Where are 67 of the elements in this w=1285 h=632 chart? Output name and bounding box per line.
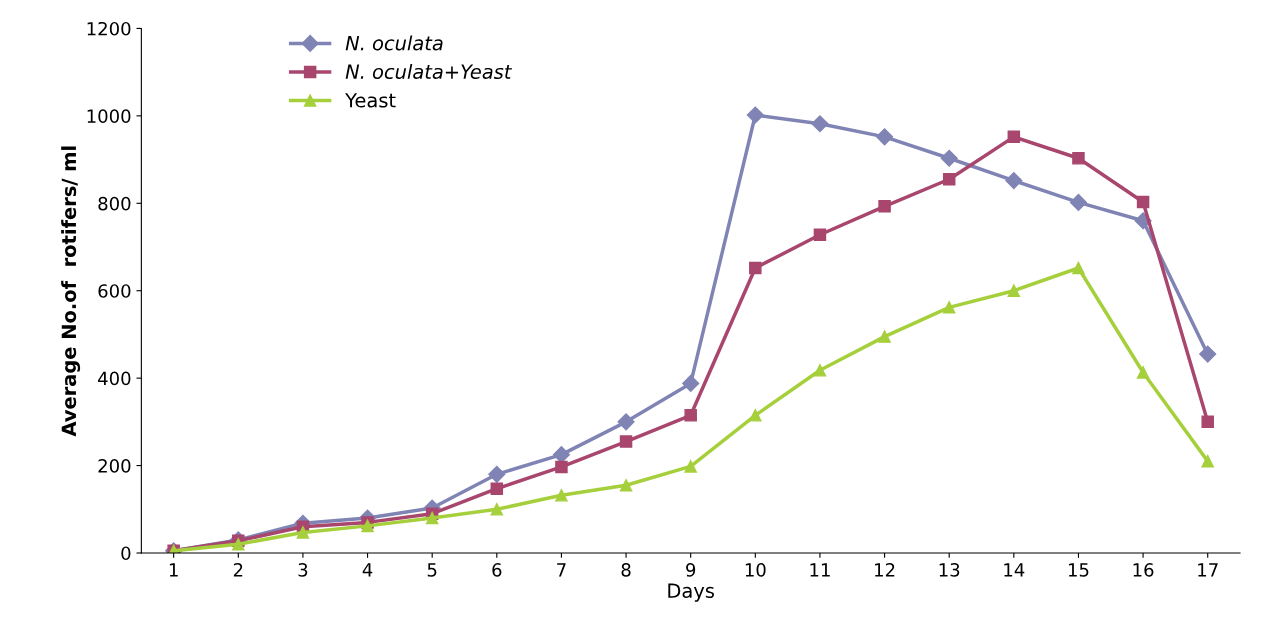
point <box>749 409 762 422</box>
x-tick-label: 13 <box>939 563 960 577</box>
point <box>684 409 697 422</box>
point <box>361 519 374 533</box>
point <box>1069 193 1088 211</box>
y-tick-label: 800 <box>98 196 131 211</box>
y-tick-label: 0 <box>121 546 131 561</box>
point <box>684 460 697 473</box>
point <box>1005 172 1023 190</box>
point <box>555 460 568 474</box>
x-tick-label: 12 <box>875 563 895 577</box>
point <box>942 301 956 314</box>
y-tick-label: 200 <box>98 459 131 473</box>
point <box>619 478 633 492</box>
y-tick-label: 400 <box>98 371 131 386</box>
legend-label: Yeast <box>345 93 396 108</box>
point <box>617 413 635 431</box>
y-tick-label: 600 <box>98 284 131 298</box>
x-tick-label: 11 <box>810 563 830 577</box>
x-tick-label: 16 <box>1133 563 1154 577</box>
point <box>878 200 891 213</box>
point <box>940 149 958 167</box>
point <box>488 465 506 483</box>
x-tick-label: 10 <box>745 563 766 577</box>
point <box>878 330 891 343</box>
x-axis-title: Days <box>668 583 714 602</box>
x-tick-label: 4 <box>362 563 373 577</box>
x-tick-label: 9 <box>686 563 696 577</box>
point <box>746 106 764 124</box>
point <box>811 115 829 133</box>
point <box>1072 261 1085 275</box>
point <box>682 374 700 392</box>
x-tick-label: 6 <box>492 563 502 577</box>
point <box>296 526 310 539</box>
point <box>1072 152 1085 165</box>
point <box>1007 130 1021 144</box>
point <box>619 435 633 448</box>
point <box>1136 366 1150 379</box>
point <box>876 128 894 146</box>
y-axis-title: Average No.of rotifers/ ml <box>61 146 81 437</box>
point <box>813 364 827 377</box>
x-tick-label: 17 <box>1198 563 1218 577</box>
point <box>749 261 762 275</box>
x-tick-label: 15 <box>1068 563 1089 577</box>
x-tick-label: 5 <box>427 563 437 577</box>
x-tick-label: 14 <box>1004 563 1025 577</box>
point <box>942 173 956 186</box>
y-tick-label: 1000 <box>87 109 131 123</box>
x-tick-label: 8 <box>621 563 631 577</box>
point <box>490 503 504 516</box>
point <box>232 538 245 551</box>
y-tick-label: 1200 <box>87 21 131 36</box>
point <box>1201 415 1214 429</box>
point <box>1199 345 1217 363</box>
point <box>555 489 568 502</box>
x-tick-label: 1 <box>169 563 178 577</box>
x-tick-label: 2 <box>233 563 243 577</box>
x-tick-label: 3 <box>298 563 308 577</box>
point <box>425 511 439 525</box>
point <box>490 482 504 495</box>
point <box>813 228 827 242</box>
point <box>1201 454 1214 468</box>
point <box>1007 284 1021 297</box>
legend-label: N. oculata+Yeast <box>345 63 513 80</box>
legend-label: N. oculata <box>345 35 443 51</box>
point <box>1136 195 1150 209</box>
x-tick-label: 7 <box>557 563 566 577</box>
